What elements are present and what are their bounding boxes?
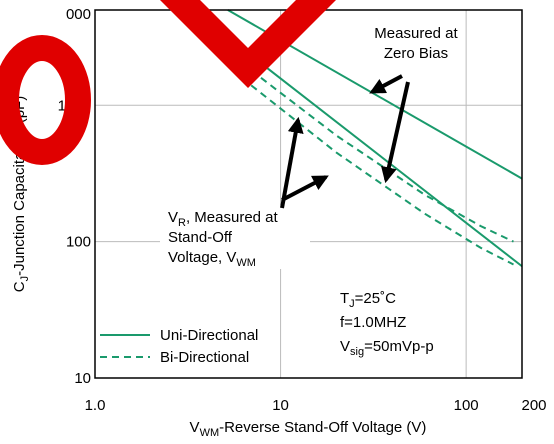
x-axis-label: V <box>190 419 200 436</box>
annotation: , Measured at <box>186 209 279 226</box>
annotation: Measured at <box>374 25 458 42</box>
annotation: =50mVp-p <box>364 338 434 355</box>
legend-label: Uni-Directional <box>160 327 258 344</box>
x-tick-label: 200 <box>521 397 546 414</box>
overlay <box>160 0 336 88</box>
legend-label: Bi-Directional <box>160 349 249 366</box>
x-tick-label: 100 <box>454 397 479 414</box>
x-axis-label: -Reverse Stand-Off Voltage (V) <box>219 419 426 436</box>
annotation: T <box>340 290 349 307</box>
annotation: V <box>340 338 350 355</box>
annotation: Zero Bias <box>384 45 448 62</box>
y-tick-label: 100 <box>66 234 91 251</box>
y-tick-label: 10 <box>74 370 91 387</box>
x-tick-label: 10 <box>272 397 289 414</box>
x-axis-label: VWM-Reverse Stand-Off Voltage (V) <box>190 419 427 439</box>
chart: Measured at Zero Bias VR, Measured at St… <box>0 0 554 444</box>
annotation: WM <box>236 257 256 269</box>
overlay <box>6 48 78 152</box>
annotation: Voltage, V <box>168 249 236 266</box>
annotation: f=1.0MHZ <box>340 314 406 331</box>
x-axis-label: WM <box>200 427 220 439</box>
arrow <box>372 76 402 92</box>
annotation: V <box>168 209 178 226</box>
y-tick-label: 000 <box>66 6 91 23</box>
y-axis-label: C <box>11 281 28 292</box>
annotation: sig <box>350 346 364 358</box>
arrow <box>386 82 408 180</box>
x-tick-label: 1.0 <box>85 397 106 414</box>
annotation: =25˚C <box>355 290 396 307</box>
annotation: R <box>178 217 186 229</box>
annotation: Stand-Off <box>168 229 233 246</box>
